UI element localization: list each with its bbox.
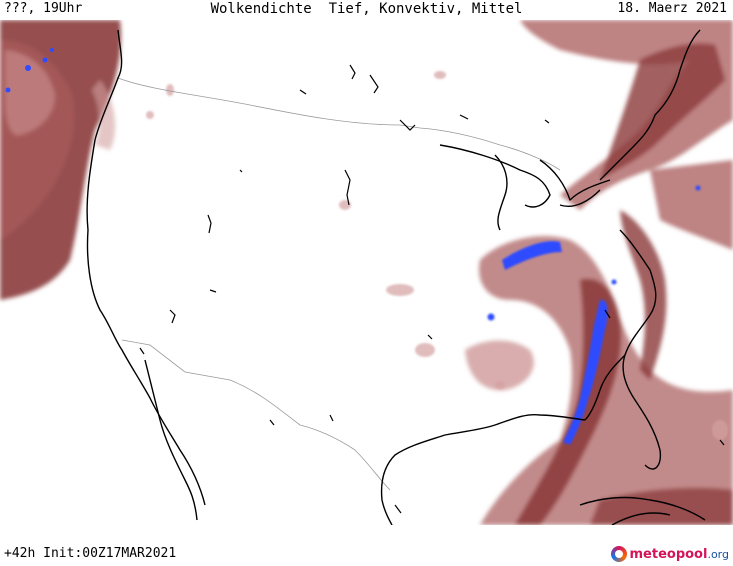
country-borders [117, 77, 561, 491]
logo-text-main: meteopool [629, 546, 708, 562]
cloud-swirl-pacific [0, 20, 121, 300]
forecast-date: 18. Maerz 2021 [617, 1, 727, 16]
meteopool-logo: meteopool .org [610, 543, 729, 565]
coastlines [86, 29, 706, 525]
meteopool-logo-icon [610, 546, 627, 562]
cloud-system-southeast [465, 210, 733, 525]
convective-line-southeast [487, 185, 701, 445]
map-title: Wolkendichte Tief, Konvektiv, Mittel [210, 1, 523, 17]
forecast-day-time: ???, 19Uhr [4, 1, 83, 16]
forecast-run-info: +42h Init:00Z17MAR2021 [4, 546, 177, 561]
logo-text-suffix: .org [707, 547, 729, 561]
convective-cells-pacific [5, 48, 54, 93]
lakes [139, 64, 725, 514]
cloud-patches-scattered [146, 71, 728, 440]
cloud-density-map [0, 20, 733, 525]
cloud-band-northeast [520, 20, 733, 250]
